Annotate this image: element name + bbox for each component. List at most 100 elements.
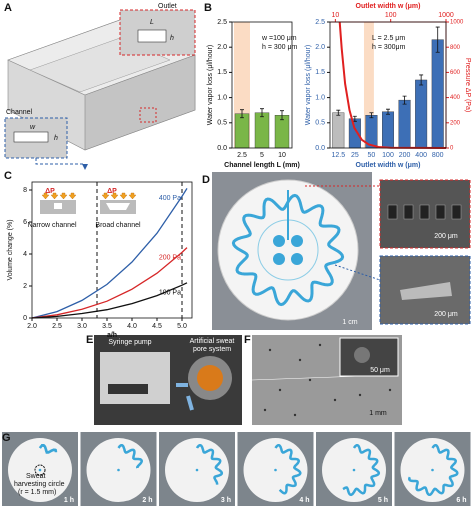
panel-label: B bbox=[204, 2, 212, 14]
error-bar bbox=[435, 26, 440, 53]
x-axis-label: Outlet width w (μm) bbox=[356, 162, 421, 169]
x-tick-label: 800 bbox=[432, 152, 444, 159]
time-label: 6 h bbox=[456, 497, 466, 504]
channel bbox=[38, 443, 58, 454]
pressure-arrow bbox=[119, 192, 128, 200]
sem-slot bbox=[387, 204, 398, 220]
annotation: ΔP bbox=[45, 188, 55, 195]
panel-label: E bbox=[86, 334, 93, 346]
x-axis-label: Channel length L (mm) bbox=[224, 162, 300, 169]
a-text: L bbox=[150, 19, 154, 26]
y-tick-label: 0.0 bbox=[217, 145, 227, 152]
error-bar bbox=[369, 112, 374, 119]
panel-label: G bbox=[2, 432, 11, 444]
channel bbox=[117, 443, 143, 469]
chamber bbox=[291, 235, 303, 247]
series-label: 400 Pa bbox=[159, 195, 181, 202]
sem-slot bbox=[403, 204, 414, 220]
series-label: 200 Pa bbox=[159, 254, 181, 261]
x2-tick-label: 10 bbox=[331, 12, 339, 19]
chart: 0 2 4 6 8 Volume change (%) a/h 2.0 2.5 3.0 3.5 4.0… bbox=[7, 181, 193, 339]
error-bar bbox=[280, 110, 284, 121]
annotation: Broad channel bbox=[95, 222, 141, 229]
y-tick-label: 1.0 bbox=[217, 94, 227, 101]
plot-frame bbox=[329, 21, 447, 149]
y-tick-label: 2 bbox=[23, 283, 27, 290]
y-axis-label: Water vapor loss (μl/hour) bbox=[207, 45, 214, 125]
series-line bbox=[31, 282, 188, 319]
x-tick-label: 5.0 bbox=[177, 323, 187, 330]
y-tick-label: 0.5 bbox=[315, 120, 325, 127]
circle-label: Sweat harvesting circle (r = 1.5 mm) bbox=[14, 473, 65, 496]
y-tick-label: 6 bbox=[23, 219, 27, 226]
panel-label: A bbox=[4, 2, 12, 14]
center-dot bbox=[431, 468, 434, 472]
sem-slot bbox=[451, 204, 462, 220]
g-text: harvesting circle bbox=[14, 481, 65, 488]
annotation: h = 300μm bbox=[372, 44, 406, 51]
pore bbox=[333, 398, 337, 402]
y-axis-label: Water vapor loss (μl/hour) bbox=[305, 45, 312, 125]
y2-tick-label: 600 bbox=[450, 70, 461, 76]
pore bbox=[308, 378, 312, 382]
harvest-circle bbox=[34, 464, 46, 476]
error-bar bbox=[260, 108, 264, 118]
series-label: 100 Pa bbox=[159, 290, 181, 297]
highlight-band bbox=[363, 22, 374, 148]
y-tick-label: 0.0 bbox=[315, 145, 325, 152]
chart: 0.0 0.5 1.0 1.5 2.0 2.5 Water vapor loss (μl/h… bbox=[207, 19, 300, 169]
pore bbox=[298, 358, 302, 362]
g-text: Sweat bbox=[26, 473, 46, 480]
panel-e-photo bbox=[94, 335, 242, 425]
channel bbox=[231, 193, 345, 307]
error-bar bbox=[419, 74, 424, 86]
series-line bbox=[31, 188, 188, 319]
panel-d-photo bbox=[212, 172, 471, 330]
y-tick-label: 1.5 bbox=[217, 69, 227, 76]
x2-tick-label: 100 bbox=[385, 12, 397, 19]
broad-gap bbox=[106, 203, 130, 210]
pore bbox=[278, 388, 282, 392]
sem-slot bbox=[419, 204, 430, 220]
annotation: Narrow channel bbox=[27, 222, 76, 229]
x-tick-label: 4.5 bbox=[152, 323, 162, 330]
x-tick-label: 12.5 bbox=[331, 152, 345, 159]
a-text: h bbox=[170, 35, 174, 42]
x-tick-label: 4.0 bbox=[127, 323, 137, 330]
pressure-arrow bbox=[59, 192, 68, 200]
y-tick-label: 1.0 bbox=[315, 94, 325, 101]
center-dot bbox=[352, 468, 356, 472]
y-tick-label: 2.0 bbox=[217, 44, 227, 51]
bar bbox=[398, 99, 411, 149]
bar bbox=[254, 112, 270, 149]
pressure-arrow bbox=[110, 192, 119, 200]
y2-tick-label: 1000 bbox=[450, 20, 464, 26]
channel bbox=[342, 443, 381, 497]
y2-tick-label: 800 bbox=[450, 45, 461, 51]
x-tick-label: 2.0 bbox=[27, 323, 37, 330]
scale-label: 200 μm bbox=[434, 311, 458, 318]
x-tick-label: 3.0 bbox=[77, 323, 87, 330]
panel-label: C bbox=[4, 170, 12, 182]
y2-tick-label: 200 bbox=[450, 120, 461, 126]
pressure-arrow bbox=[50, 192, 59, 200]
pore bbox=[268, 348, 272, 352]
panel-g: 1 h 2 h 3 h 4 h 5 h 6 h bbox=[2, 432, 471, 506]
y-tick-label: 2.0 bbox=[315, 44, 325, 51]
y2-axis-label: Pressure ΔP (Pa) bbox=[464, 58, 471, 112]
x-tick-label: 50 bbox=[368, 152, 376, 159]
y-tick-label: 1.5 bbox=[315, 69, 325, 76]
panel-label: F bbox=[244, 334, 251, 346]
pore bbox=[388, 388, 392, 392]
scale-label: 1 cm bbox=[342, 319, 357, 326]
chart: 0.0 0.5 1.0 1.5 2.0 2.5 Water vapor loss (μl/h… bbox=[305, 3, 471, 169]
x-tick-label: 5 bbox=[260, 152, 264, 159]
y-tick-label: 0.5 bbox=[217, 120, 227, 127]
bar bbox=[234, 113, 250, 149]
x2-tick-label: 1000 bbox=[438, 12, 454, 19]
error-bar bbox=[402, 95, 407, 105]
error-bar bbox=[336, 109, 341, 116]
a-text: Outlet bbox=[158, 3, 177, 10]
pressure-arrow bbox=[128, 192, 137, 200]
